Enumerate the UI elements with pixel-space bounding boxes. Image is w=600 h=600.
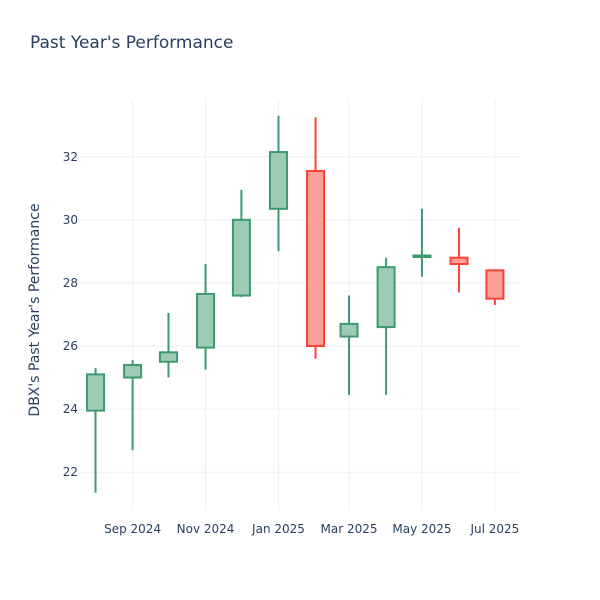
y-tick-label: 30 xyxy=(63,213,78,227)
candle-increasing xyxy=(412,208,432,277)
candle-body xyxy=(268,151,288,210)
chart-title: Past Year's Performance xyxy=(30,33,234,53)
tick-layer: 22 24 26 28 30 32 Sep 2024 Nov 2024 Jan 2025 Mar … xyxy=(63,150,520,536)
candle-body xyxy=(485,269,505,300)
grid-layer xyxy=(80,100,520,510)
candle-increasing xyxy=(376,257,396,395)
y-tick-label: 32 xyxy=(63,150,78,164)
candle-increasing xyxy=(231,189,251,298)
x-tick-label: Sep 2024 xyxy=(104,522,161,536)
y-tick-label: 24 xyxy=(63,402,78,416)
candle-increasing xyxy=(268,115,288,252)
y-tick-label: 28 xyxy=(63,276,78,290)
candle-increasing xyxy=(196,264,216,370)
candle-body xyxy=(158,351,178,363)
candle-body xyxy=(86,373,106,412)
candle-decreasing xyxy=(449,227,469,293)
candle-body xyxy=(196,292,216,349)
candle-body xyxy=(306,169,326,347)
candle-body xyxy=(449,256,469,266)
x-tick-label: May 2025 xyxy=(392,522,451,536)
candle-body xyxy=(231,218,251,297)
candle-layer xyxy=(86,115,505,493)
x-tick-label: Jul 2025 xyxy=(469,522,519,536)
candle-body xyxy=(339,322,359,338)
candle-increasing xyxy=(123,360,143,451)
candle-increasing xyxy=(158,312,178,378)
candle-decreasing xyxy=(485,269,505,305)
x-tick-label: Mar 2025 xyxy=(321,522,378,536)
candle-decreasing xyxy=(306,117,326,359)
y-tick-label: 26 xyxy=(63,339,78,353)
candle-body xyxy=(123,363,143,379)
candle-increasing xyxy=(86,368,106,493)
y-tick-label: 22 xyxy=(63,465,78,479)
x-tick-label: Nov 2024 xyxy=(177,522,235,536)
x-tick-label: Jan 2025 xyxy=(251,522,305,536)
candle-body xyxy=(412,254,432,259)
candle-increasing xyxy=(339,295,359,395)
candle-body xyxy=(376,266,396,329)
